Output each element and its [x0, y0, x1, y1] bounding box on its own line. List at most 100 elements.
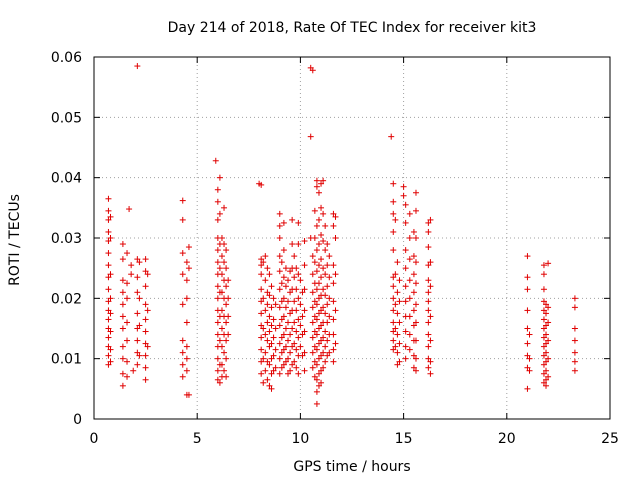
data-point-plus	[545, 260, 552, 267]
data-point-plus	[119, 256, 126, 263]
data-point-plus	[301, 349, 308, 356]
data-point-plus	[179, 361, 186, 368]
data-point-plus	[282, 325, 289, 332]
data-point-plus	[332, 340, 339, 347]
data-point-plus	[287, 349, 294, 356]
data-point-plus	[571, 295, 578, 302]
data-point-plus	[268, 283, 275, 290]
data-point-plus	[324, 319, 331, 326]
data-point-plus	[262, 349, 269, 356]
data-point-plus	[545, 355, 552, 362]
data-point-plus	[330, 331, 337, 338]
data-point-plus	[218, 289, 225, 296]
y-tick-label: 0.01	[51, 352, 82, 368]
data-point-plus	[136, 322, 143, 329]
data-point-plus	[266, 343, 273, 350]
data-point-plus	[124, 337, 131, 344]
data-point-plus	[270, 334, 277, 341]
data-point-plus	[406, 210, 413, 217]
y-tick-label: 0.05	[51, 110, 82, 126]
data-point-plus	[540, 307, 547, 314]
data-point-plus	[214, 198, 221, 205]
data-point-plus	[543, 382, 550, 389]
data-point-plus	[320, 364, 327, 371]
data-point-plus	[315, 355, 322, 362]
data-point-plus	[221, 204, 228, 211]
data-point-plus	[406, 313, 413, 320]
data-point-plus	[322, 247, 329, 254]
data-point-plus	[130, 367, 137, 374]
x-axis-label: GPS time / hours	[293, 459, 410, 475]
data-point-plus	[105, 250, 112, 257]
data-point-plus	[394, 361, 401, 368]
data-point-plus	[301, 238, 308, 245]
data-point-plus	[107, 346, 114, 353]
data-point-plus	[410, 289, 417, 296]
data-point-plus	[524, 286, 531, 293]
data-point-plus	[268, 370, 275, 377]
data-point-plus	[410, 253, 417, 260]
data-point-plus	[136, 352, 143, 359]
data-point-plus	[320, 304, 327, 311]
data-point-plus	[315, 262, 322, 269]
data-point-plus	[105, 352, 112, 359]
data-point-plus	[289, 343, 296, 350]
data-point-plus	[322, 292, 329, 299]
data-point-plus	[309, 289, 316, 296]
data-point-plus	[136, 259, 143, 266]
data-point-plus	[320, 177, 327, 184]
data-point-plus	[390, 274, 397, 281]
data-point-plus	[425, 364, 432, 371]
data-point-plus	[276, 222, 283, 229]
data-point-plus	[402, 355, 409, 362]
data-point-plus	[315, 310, 322, 317]
data-point-plus	[119, 301, 126, 308]
data-point-plus	[315, 216, 322, 223]
data-point-plus	[144, 343, 151, 350]
data-point-plus	[218, 271, 225, 278]
data-point-plus	[545, 319, 552, 326]
data-point-plus	[218, 307, 225, 314]
data-point-plus	[278, 364, 285, 371]
data-point-plus	[258, 271, 265, 278]
data-point-plus	[318, 337, 325, 344]
data-point-plus	[218, 361, 225, 368]
data-point-plus	[218, 253, 225, 260]
y-tick-label: 0.04	[51, 171, 82, 187]
data-point-plus	[330, 210, 337, 217]
data-point-plus	[392, 343, 399, 350]
data-point-plus	[297, 277, 304, 284]
data-point-plus	[223, 337, 230, 344]
data-point-plus	[425, 289, 432, 296]
data-point-plus	[221, 349, 228, 356]
y-tick-label: 0	[73, 412, 82, 428]
data-point-plus	[282, 358, 289, 365]
data-point-plus	[315, 280, 322, 287]
data-point-plus	[258, 322, 265, 329]
data-point-plus	[260, 355, 267, 362]
data-point-plus	[289, 241, 296, 248]
data-point-plus	[412, 319, 419, 326]
data-point-plus	[394, 331, 401, 338]
data-point-plus	[543, 367, 550, 374]
data-point-plus	[276, 322, 283, 329]
data-point-plus	[299, 331, 306, 338]
data-point-plus	[214, 295, 221, 302]
data-point-plus	[105, 228, 112, 235]
x-tick-label: 10	[291, 431, 309, 447]
data-point-plus	[142, 283, 149, 290]
data-point-plus	[285, 337, 292, 344]
data-point-plus	[540, 379, 547, 386]
data-point-plus	[272, 364, 279, 371]
data-point-plus	[285, 355, 292, 362]
data-point-plus	[540, 271, 547, 278]
data-point-plus	[390, 228, 397, 235]
data-point-plus	[299, 352, 306, 359]
data-point-plus	[105, 195, 112, 202]
data-point-plus	[287, 367, 294, 374]
data-point-plus	[212, 157, 219, 164]
data-point-plus	[392, 271, 399, 278]
data-point-plus	[301, 367, 308, 374]
data-point-plus	[410, 352, 417, 359]
data-point-plus	[332, 271, 339, 278]
